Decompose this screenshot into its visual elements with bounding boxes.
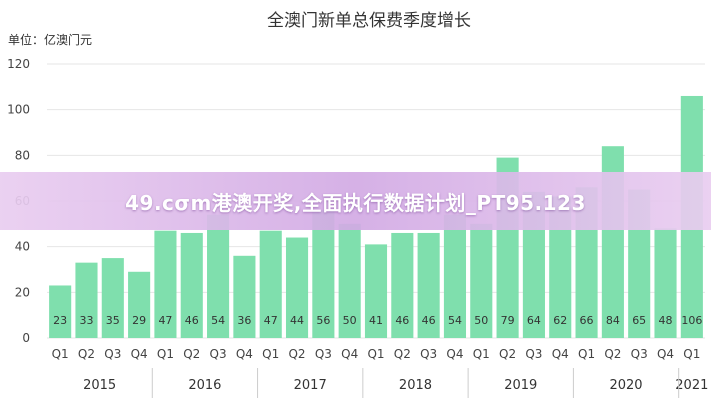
data-label: 84 [606,314,620,327]
x-tick-label: Q3 [104,347,121,361]
bar [49,285,72,338]
year-label: 2021 [675,378,708,393]
data-label: 46 [422,314,436,327]
data-label: 35 [106,314,120,327]
bar [549,196,572,338]
x-tick-label: Q2 [183,347,200,361]
data-label: 29 [132,314,146,327]
x-tick-label: Q4 [552,347,569,361]
watermark-banner: 49.cσm港澳开奖,全面执行数据计划_PT95.123 [0,172,711,230]
data-label: 23 [53,314,67,327]
x-tick-label: Q4 [236,347,253,361]
year-label: 2019 [504,378,537,393]
bar [312,210,335,338]
data-label: 41 [369,314,383,327]
x-tick-label: Q2 [78,347,95,361]
data-label: 65 [632,314,646,327]
x-tick-label: Q4 [446,347,463,361]
x-tick-label: Q3 [315,347,332,361]
x-tick-label: Q1 [473,347,490,361]
x-tick-label: Q1 [52,347,69,361]
data-label: 64 [527,314,541,327]
data-label: 66 [580,314,594,327]
y-tick-label: 100 [7,103,30,117]
bar [470,223,493,338]
data-label: 47 [264,314,278,327]
year-label: 2015 [83,378,116,393]
y-tick-label: 0 [22,331,30,345]
bar [364,244,388,338]
x-tick-label: Q3 [210,347,227,361]
bar [417,232,440,338]
x-tick-label: Q1 [262,347,279,361]
unit-label: 单位：亿澳门元 [8,32,92,47]
data-label: 36 [237,314,251,327]
data-label: 106 [681,314,702,327]
x-tick-label: Q4 [131,347,148,361]
bar [180,232,203,338]
y-axis-ticks: 020406080100120 [7,57,30,345]
data-label: 46 [185,314,199,327]
x-tick-label: Q3 [525,347,542,361]
bar [443,214,467,338]
bar [207,214,230,338]
y-tick-label: 120 [7,57,30,71]
x-tick-label: Q2 [288,347,305,361]
data-label: 46 [395,314,409,327]
x-tick-label: Q2 [604,347,621,361]
data-label: 48 [659,314,673,327]
data-label: 44 [290,314,304,327]
data-label: 62 [553,314,567,327]
bar [391,232,414,338]
x-tick-label: Q2 [394,347,411,361]
data-label: 47 [158,314,172,327]
x-tick-label: Q3 [631,347,648,361]
x-tick-label: Q3 [420,347,437,361]
data-label: 56 [316,314,330,327]
x-tick-label: Q4 [341,347,358,361]
data-label: 54 [211,314,225,327]
banner-text: 49.cσm港澳开奖,全面执行数据计划_PT95.123 [125,190,586,215]
y-tick-label: 20 [15,285,30,299]
x-tick-label: Q2 [499,347,516,361]
chart-title: 全澳门新单总保费季度增长 [267,11,471,31]
x-tick-label: Q1 [683,347,700,361]
x-tick-label: Q1 [578,347,595,361]
year-label: 2017 [294,378,327,393]
data-label: 33 [79,314,93,327]
data-label: 50 [343,314,357,327]
data-labels: 23 33 35 29 47 46 54 36 47 44 56 50 41 46 46 54 50 79 64 62… [53,314,702,327]
year-label: 2018 [399,378,432,393]
x-tick-label: Q1 [367,347,384,361]
data-label: 79 [501,314,515,327]
bars [49,95,703,338]
y-tick-label: 40 [15,240,30,254]
x-axis-ticks: Q1 Q2 Q3 Q4 Q1 Q2 Q3 Q4 Q1 Q2 Q3 Q4 Q1 Q2 Q3 Q4 Q1 Q2 Q3 Q4… [52,347,701,361]
bar [338,223,361,338]
bar [128,271,151,338]
bar [654,228,677,338]
year-label: 2016 [188,378,221,393]
data-label: 54 [448,314,462,327]
y-tick-label: 80 [15,148,30,162]
x-tick-label: Q4 [657,347,674,361]
bar [285,237,309,338]
bar [154,230,177,338]
bar [75,262,98,338]
bar [259,230,282,338]
x-tick-label: Q1 [157,347,174,361]
year-labels: 2015 2016 2017 2018 2019 2020 2021 [83,368,708,398]
data-label: 50 [474,314,488,327]
bar [101,258,124,338]
bar [233,255,256,338]
year-label: 2020 [609,378,642,393]
